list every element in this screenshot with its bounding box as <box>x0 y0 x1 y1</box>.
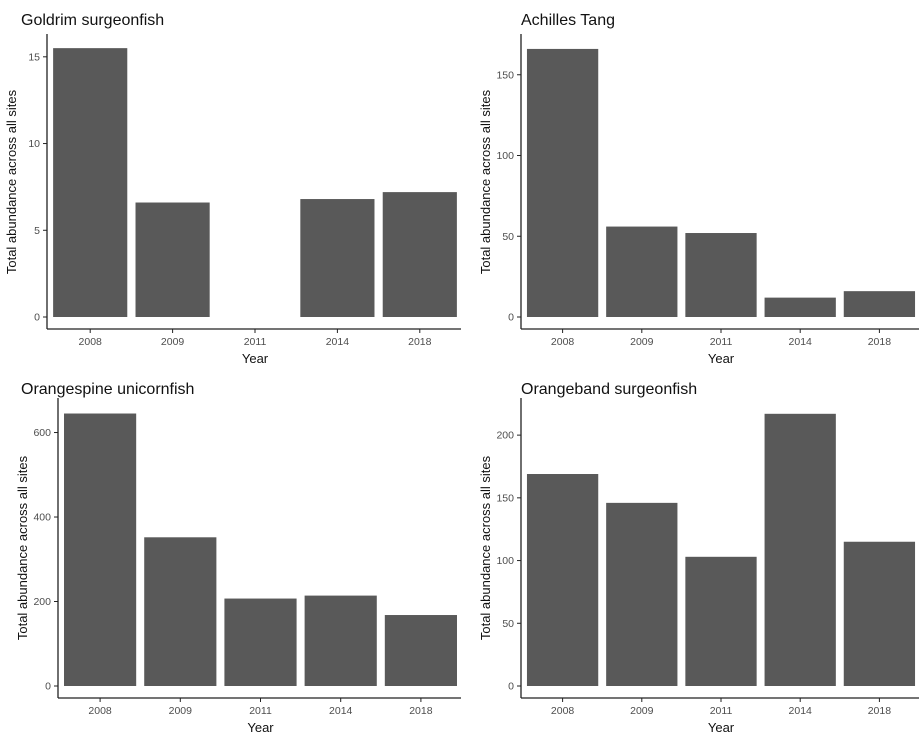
bar-2011 <box>224 598 297 686</box>
y-tick-label: 0 <box>34 312 40 324</box>
bar-2008 <box>53 48 128 318</box>
y-axis-label: Total abundance across all sites <box>478 89 493 274</box>
x-tick-label: 2009 <box>161 336 185 348</box>
y-tick-label: 0 <box>45 681 51 693</box>
y-tick-label: 0 <box>508 681 514 693</box>
bar-2014 <box>300 199 375 317</box>
bar-2009 <box>144 537 217 686</box>
x-tick-label: 2011 <box>249 705 272 717</box>
bar-2014 <box>764 297 836 317</box>
x-tick-label: 2009 <box>630 705 654 717</box>
panel-2: Achilles Tang Total abundance across all … <box>478 12 919 366</box>
y-tick-label: 10 <box>28 138 40 150</box>
x-tick-label: 2009 <box>630 336 654 348</box>
panel-3: Orangespine unicornfish Total abundance a… <box>15 381 461 734</box>
y-tick-label: 5 <box>34 225 40 237</box>
y-tick-label: 400 <box>33 512 51 524</box>
y-tick-label: 200 <box>496 430 514 442</box>
x-tick-label: 2018 <box>868 705 892 717</box>
bar-2009 <box>606 226 678 317</box>
x-axis-label: Year <box>242 351 269 366</box>
y-tick-label: 0 <box>508 312 514 324</box>
bar-2008 <box>64 413 137 686</box>
x-tick-label: 2011 <box>244 336 267 348</box>
x-axis-label: Year <box>247 720 274 734</box>
bar-2018 <box>382 192 457 317</box>
y-tick-label: 50 <box>502 618 514 630</box>
x-tick-label: 2008 <box>551 705 575 717</box>
y-tick-label: 100 <box>496 150 514 162</box>
x-tick-label: 2018 <box>408 336 432 348</box>
y-tick-label: 600 <box>33 427 51 439</box>
y-tick-label: 150 <box>496 69 514 81</box>
bar-2009 <box>606 502 678 686</box>
x-tick-label: 2018 <box>409 705 433 717</box>
x-axis-label: Year <box>708 351 735 366</box>
y-tick-label: 150 <box>496 492 514 504</box>
chart-title: Achilles Tang <box>521 12 615 29</box>
y-tick-label: 15 <box>28 51 40 63</box>
y-tick-label: 200 <box>33 596 51 608</box>
y-axis-label: Total abundance across all sites <box>15 455 30 640</box>
x-tick-label: 2011 <box>710 336 733 348</box>
x-tick-label: 2014 <box>329 705 353 717</box>
bar-2009 <box>135 202 210 317</box>
bar-2018 <box>843 291 916 317</box>
panel-1: Goldrim surgeonfish Total abundance acros… <box>4 12 461 366</box>
chart-title: Goldrim surgeonfish <box>21 12 164 29</box>
bar-2014 <box>304 595 377 686</box>
y-axis-label: Total abundance across all sites <box>478 455 493 640</box>
x-tick-label: 2014 <box>789 705 813 717</box>
x-tick-label: 2014 <box>326 336 350 348</box>
x-tick-label: 2014 <box>789 336 813 348</box>
bar-2011 <box>685 556 757 686</box>
y-tick-label: 50 <box>502 231 514 243</box>
y-axis-label: Total abundance across all sites <box>4 89 19 274</box>
panel-4: Orangeband surgeonfish Total abundance ac… <box>478 381 919 734</box>
x-tick-label: 2009 <box>169 705 193 717</box>
y-tick-label: 100 <box>496 555 514 567</box>
bar-2008 <box>526 48 599 317</box>
bar-2014 <box>764 413 836 686</box>
bar-2008 <box>526 474 599 686</box>
x-tick-label: 2018 <box>868 336 892 348</box>
x-tick-label: 2008 <box>551 336 575 348</box>
bar-2018 <box>843 541 916 686</box>
x-axis-label: Year <box>708 720 735 734</box>
bar-2018 <box>384 615 457 686</box>
chart-title: Orangespine unicornfish <box>21 381 194 398</box>
x-tick-label: 2008 <box>79 336 103 348</box>
x-tick-label: 2008 <box>88 705 112 717</box>
x-tick-label: 2011 <box>710 705 733 717</box>
chart-title: Orangeband surgeonfish <box>521 381 697 398</box>
bar-2011 <box>685 233 757 317</box>
